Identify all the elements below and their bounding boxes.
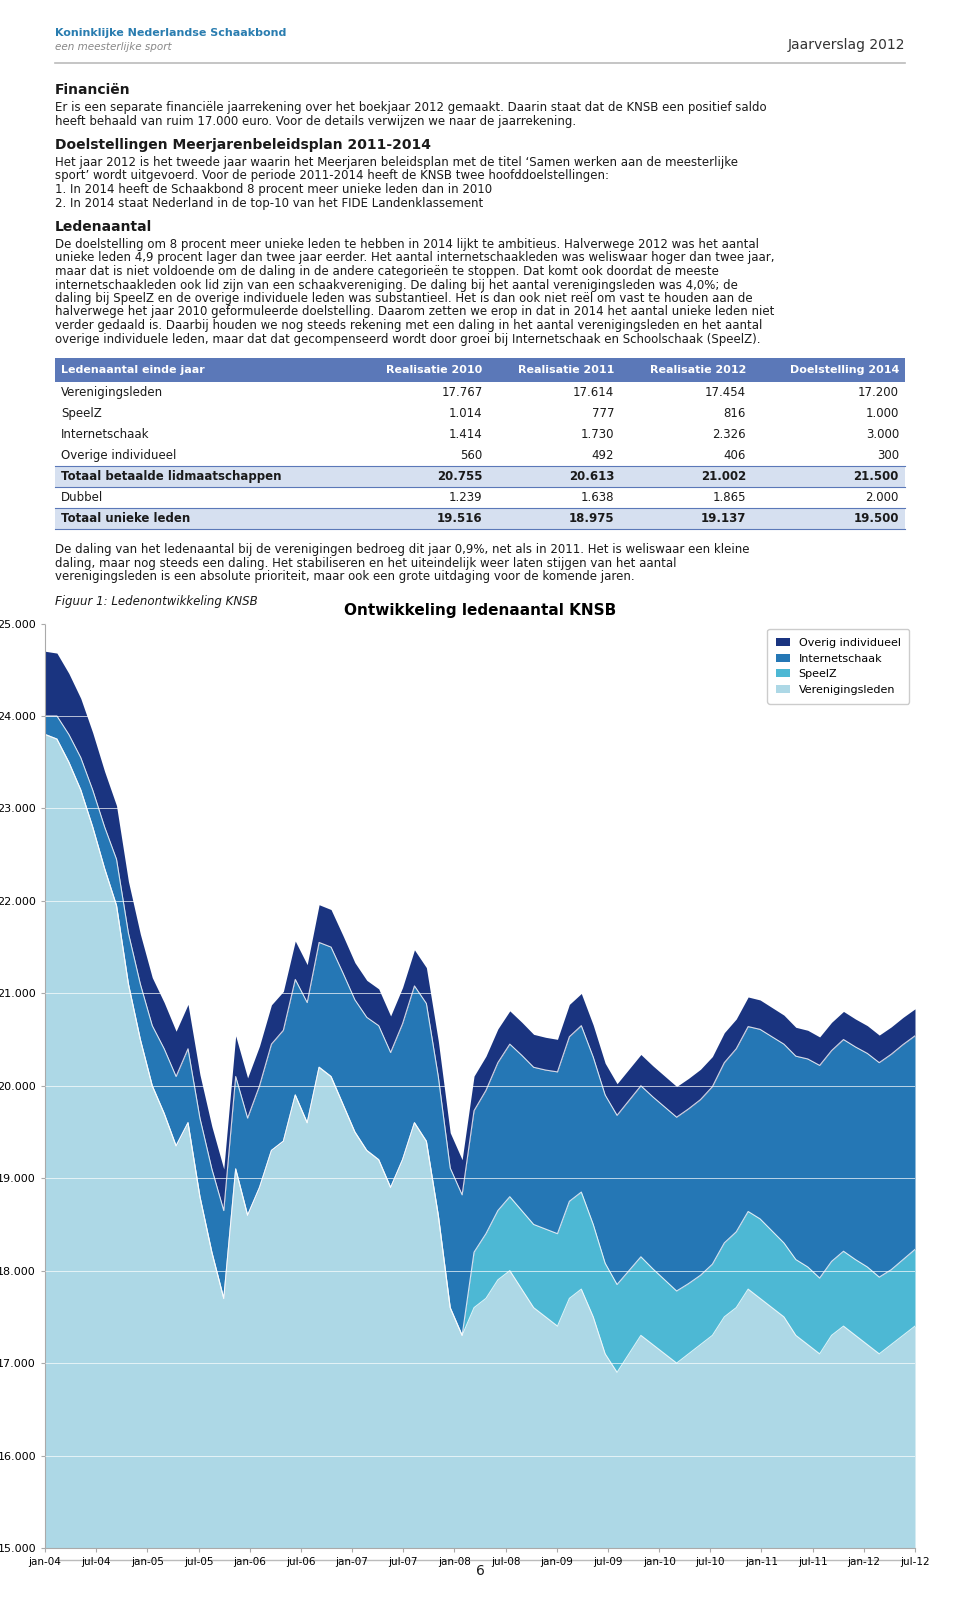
Text: verder gedaald is. Daarbij houden we nog steeds rekening met een daling in het a: verder gedaald is. Daarbij houden we nog… [55,320,762,332]
Text: Verenigingsleden: Verenigingsleden [61,387,163,400]
Text: sport’ wordt uitgevoerd. Voor de periode 2011-2014 heeft de KNSB twee hoofddoels: sport’ wordt uitgevoerd. Voor de periode… [55,169,609,182]
Text: 18.975: 18.975 [568,511,614,526]
Text: 1. In 2014 heeft de Schaakbond 8 procent meer unieke leden dan in 2010: 1. In 2014 heeft de Schaakbond 8 procent… [55,184,492,197]
Text: 21.500: 21.500 [853,470,899,483]
Text: overige individuele leden, maar dat dat gecompenseerd wordt door groei bij Inter: overige individuele leden, maar dat dat … [55,332,760,345]
Text: 3.000: 3.000 [866,428,899,441]
Text: 1.000: 1.000 [866,407,899,420]
Bar [55,423,905,444]
Text: 1.865: 1.865 [712,491,746,503]
Text: Ledenaantal einde jaar: Ledenaantal einde jaar [61,364,204,376]
Bar [55,487,905,508]
Text: unieke leden 4,9 procent lager dan twee jaar eerder. Het aantal internetschaakle: unieke leden 4,9 procent lager dan twee … [55,251,775,265]
Text: Realisatie 2010: Realisatie 2010 [386,364,483,376]
Text: 2.326: 2.326 [712,428,746,441]
Text: 19.516: 19.516 [437,511,483,526]
Text: daling bij SpeelZ en de overige individuele leden was substantieel. Het is dan o: daling bij SpeelZ en de overige individu… [55,292,753,305]
Text: De daling van het ledenaantal bij de verenigingen bedroeg dit jaar 0,9%, net als: De daling van het ledenaantal bij de ver… [55,543,750,556]
Text: 1.239: 1.239 [449,491,483,503]
Text: Er is een separate financiële jaarrekening over het boekjaar 2012 gemaakt. Daari: Er is een separate financiële jaarrekeni… [55,101,767,113]
Bar [55,444,905,467]
Text: Ledenaantal: Ledenaantal [55,221,153,233]
Text: 17.200: 17.200 [858,387,899,400]
Text: Jaarverslag 2012: Jaarverslag 2012 [787,38,905,53]
Text: 19.500: 19.500 [853,511,899,526]
Text: 19.137: 19.137 [701,511,746,526]
Text: een meesterlijke sport: een meesterlijke sport [55,42,172,53]
Bar [55,467,905,487]
Text: Figuur 1: Ledenontwikkeling KNSB: Figuur 1: Ledenontwikkeling KNSB [55,596,257,609]
Text: Internetschaak: Internetschaak [61,428,150,441]
Text: internetschaakleden ook lid zijn van een schaakvereniging. De daling bij het aan: internetschaakleden ook lid zijn van een… [55,278,738,291]
Text: 17.767: 17.767 [442,387,483,400]
Bar [55,358,905,382]
Text: 20.755: 20.755 [437,470,483,483]
Text: 17.454: 17.454 [705,387,746,400]
Text: Overige individueel: Overige individueel [61,449,177,462]
Bar [55,382,905,403]
Text: heeft behaald van ruim 17.000 euro. Voor de details verwijzen we naar de jaarrek: heeft behaald van ruim 17.000 euro. Voor… [55,115,576,128]
Text: 20.613: 20.613 [569,470,614,483]
Text: 300: 300 [876,449,899,462]
Text: 492: 492 [591,449,614,462]
Text: Totaal betaalde lidmaatschappen: Totaal betaalde lidmaatschappen [61,470,281,483]
Bar [55,403,905,423]
Text: De doelstelling om 8 procent meer unieke leden te hebben in 2014 lijkt te ambiti: De doelstelling om 8 procent meer unieke… [55,238,759,251]
Legend: Overig individueel, Internetschaak, SpeelZ, Verenigingsleden: Overig individueel, Internetschaak, Spee… [767,630,909,703]
Text: 1.730: 1.730 [581,428,614,441]
Text: Koninklijke Nederlandse Schaakbond: Koninklijke Nederlandse Schaakbond [55,29,286,38]
Text: verenigingsleden is een absolute prioriteit, maar ook een grote uitdaging voor d: verenigingsleden is een absolute priorit… [55,570,635,583]
Title: Ontwikkeling ledenaantal KNSB: Ontwikkeling ledenaantal KNSB [344,602,616,618]
Text: 2. In 2014 staat Nederland in de top-10 van het FIDE Landenklassement: 2. In 2014 staat Nederland in de top-10 … [55,197,483,209]
Text: halverwege het jaar 2010 geformuleerde doelstelling. Daarom zetten we erop in da: halverwege het jaar 2010 geformuleerde d… [55,305,775,318]
Text: 1.014: 1.014 [449,407,483,420]
Text: SpeelZ: SpeelZ [61,407,102,420]
Text: Totaal unieke leden: Totaal unieke leden [61,511,190,526]
Text: Het jaar 2012 is het tweede jaar waarin het Meerjaren beleidsplan met de titel ‘: Het jaar 2012 is het tweede jaar waarin … [55,157,738,169]
Text: 21.002: 21.002 [701,470,746,483]
Text: 816: 816 [724,407,746,420]
Text: 17.614: 17.614 [573,387,614,400]
Text: 406: 406 [724,449,746,462]
Text: daling, maar nog steeds een daling. Het stabiliseren en het uiteindelijk weer la: daling, maar nog steeds een daling. Het … [55,556,677,569]
Text: Doelstelling 2014: Doelstelling 2014 [790,364,899,376]
Text: Dubbel: Dubbel [61,491,104,503]
Text: Doelstellingen Meerjarenbeleidsplan 2011-2014: Doelstellingen Meerjarenbeleidsplan 2011… [55,137,431,152]
Text: Realisatie 2011: Realisatie 2011 [517,364,614,376]
Text: 2.000: 2.000 [866,491,899,503]
Text: 6: 6 [475,1564,485,1577]
Text: 1.638: 1.638 [581,491,614,503]
Text: maar dat is niet voldoende om de daling in de andere categorieën te stoppen. Dat: maar dat is niet voldoende om de daling … [55,265,719,278]
Text: Realisatie 2012: Realisatie 2012 [650,364,746,376]
Text: 560: 560 [460,449,483,462]
Bar [55,508,905,529]
Text: 1.414: 1.414 [448,428,483,441]
Text: 777: 777 [591,407,614,420]
Text: Financiën: Financiën [55,83,131,97]
